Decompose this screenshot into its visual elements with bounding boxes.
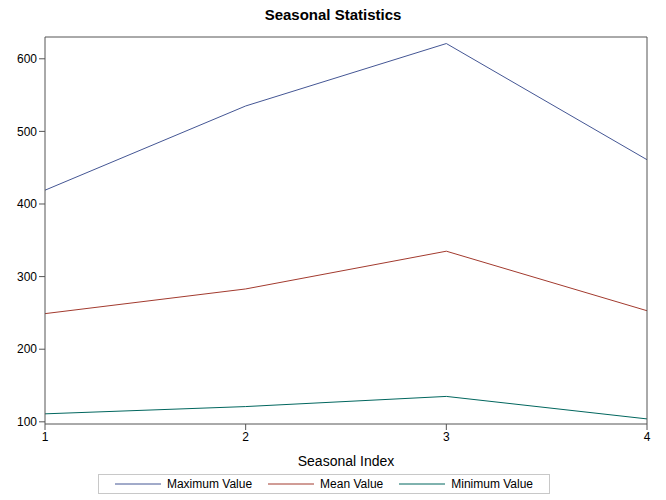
svg-text:2: 2	[242, 430, 249, 444]
html-text:Minimum Value: Minimum Value	[451, 477, 533, 491]
svg-text:1: 1	[42, 430, 49, 444]
svg-text:200: 200	[17, 342, 37, 356]
html-text:Mean Value: Mean Value	[320, 477, 384, 491]
svg-text:600: 600	[17, 52, 37, 66]
svg-text:3: 3	[443, 430, 450, 444]
svg-text:400: 400	[17, 197, 37, 211]
html-text:Maximum Value: Maximum Value	[166, 477, 253, 491]
svg-text:300: 300	[17, 270, 37, 284]
svg-text:Seasonal Index: Seasonal Index	[298, 453, 395, 469]
svg-text:4: 4	[644, 430, 651, 444]
html-text:Seasonal Statistics: Seasonal Statistics	[264, 6, 402, 23]
svg-text:100: 100	[17, 415, 37, 429]
svg-text:500: 500	[17, 125, 37, 139]
